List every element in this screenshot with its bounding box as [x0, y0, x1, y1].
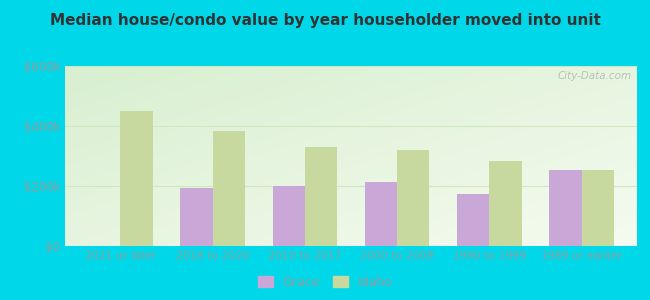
Bar: [365, 182, 397, 246]
Bar: [489, 160, 522, 246]
Bar: [272, 186, 305, 246]
Bar: [397, 150, 430, 246]
Bar: [180, 188, 213, 246]
Bar: [457, 194, 489, 246]
Text: City-Data.com: City-Data.com: [557, 71, 631, 81]
Bar: [213, 130, 245, 246]
Bar: [549, 170, 582, 246]
Bar: [582, 169, 614, 246]
Bar: [305, 147, 337, 246]
Legend: Grace, Idaho: Grace, Idaho: [253, 271, 397, 294]
Text: Median house/condo value by year householder moved into unit: Median house/condo value by year househo…: [49, 14, 601, 28]
Bar: [120, 111, 153, 246]
